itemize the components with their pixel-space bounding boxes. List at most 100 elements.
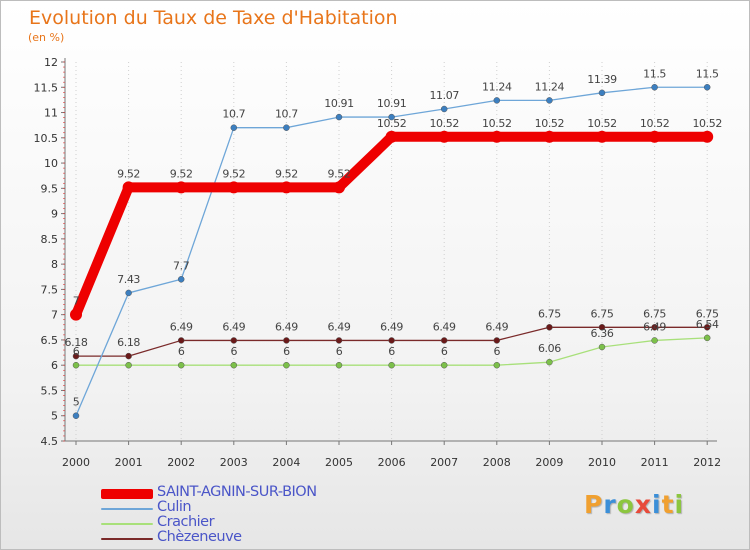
y-tick-label: 12 bbox=[44, 56, 58, 69]
data-point-chezeneuve bbox=[546, 324, 553, 331]
y-tick-label: 6 bbox=[51, 359, 58, 372]
legend-item-crachier: Crachier bbox=[101, 514, 401, 531]
data-point-culin bbox=[230, 124, 238, 131]
data-label-crachier: 6.49 bbox=[643, 320, 666, 333]
data-label-chezeneuve: 6.49 bbox=[222, 320, 245, 333]
data-point-chezeneuve bbox=[72, 352, 80, 360]
data-point-culin bbox=[651, 84, 658, 91]
data-label-chezeneuve: 6.75 bbox=[643, 307, 666, 320]
y-tick-label: 7.5 bbox=[41, 283, 59, 296]
legend-swatch bbox=[101, 507, 153, 510]
data-label-culin: 11.07 bbox=[429, 89, 459, 102]
data-point-culin bbox=[283, 124, 290, 131]
data-label-culin: 11.39 bbox=[587, 73, 617, 86]
data-point-crachier bbox=[493, 361, 501, 369]
data-label-saint-agnin-sur-bion: 9.52 bbox=[328, 167, 351, 180]
data-point-chezeneuve bbox=[440, 337, 448, 344]
data-label-saint-agnin-sur-bion: 7 bbox=[73, 295, 80, 308]
y-tick-label: 7 bbox=[51, 309, 58, 322]
y-tick-label: 11.5 bbox=[34, 81, 59, 94]
data-point-culin bbox=[598, 89, 606, 97]
data-point-culin bbox=[493, 97, 501, 104]
data-point-chezeneuve bbox=[125, 352, 132, 360]
y-tick-label: 9.5 bbox=[41, 182, 59, 195]
data-point-saint-agnin-sur-bion bbox=[175, 181, 188, 194]
data-label-chezeneuve: 6.18 bbox=[65, 336, 88, 349]
data-label-saint-agnin-sur-bion: 10.52 bbox=[692, 117, 722, 130]
data-point-chezeneuve bbox=[177, 337, 185, 344]
logo-letter: r bbox=[603, 490, 617, 519]
data-point-crachier bbox=[72, 361, 80, 369]
data-label-crachier: 6 bbox=[73, 345, 80, 358]
data-label-saint-agnin-sur-bion: 10.52 bbox=[535, 117, 565, 130]
data-label-chezeneuve: 6.49 bbox=[380, 320, 403, 333]
data-label-chezeneuve: 6.75 bbox=[696, 307, 719, 320]
series-line-saint-agnin-sur-bion bbox=[71, 131, 713, 320]
data-label-crachier: 6 bbox=[283, 345, 290, 358]
data-label-chezeneuve: 6.49 bbox=[170, 320, 193, 333]
data-point-crachier bbox=[177, 361, 185, 369]
data-label-chezeneuve: 6.75 bbox=[591, 307, 614, 320]
y-tick-label: 11 bbox=[44, 107, 58, 120]
data-point-chezeneuve bbox=[703, 324, 711, 331]
data-label-culin: 5 bbox=[73, 396, 80, 409]
data-point-crachier bbox=[440, 361, 448, 369]
legend-item-chezeneuve: Chèzeneuve bbox=[101, 529, 401, 546]
data-label-chezeneuve: 6.49 bbox=[485, 320, 508, 333]
legend-label: Culin bbox=[157, 499, 192, 515]
legend-item-saint-agnin-sur-bion: SAINT-AGNIN-SUR-BION bbox=[101, 484, 401, 501]
data-point-chezeneuve bbox=[493, 337, 501, 344]
y-tick-label: 8 bbox=[51, 258, 58, 271]
logo-letter: t bbox=[661, 490, 675, 519]
x-tick-label: 2012 bbox=[693, 456, 721, 469]
logo-letter: i bbox=[652, 490, 662, 519]
data-point-saint-agnin-sur-bion bbox=[333, 181, 345, 194]
data-point-chezeneuve bbox=[651, 324, 658, 331]
data-point-culin bbox=[440, 105, 448, 113]
data-point-crachier bbox=[230, 361, 238, 369]
y-tick-label: 10.5 bbox=[34, 132, 59, 145]
data-label-culin: 7.7 bbox=[173, 259, 190, 272]
data-point-crachier bbox=[335, 361, 343, 369]
chart-subtitle: (en %) bbox=[28, 31, 65, 44]
data-label-saint-agnin-sur-bion: 9.52 bbox=[275, 167, 298, 180]
x-tick-label: 2001 bbox=[115, 456, 143, 469]
data-point-crachier bbox=[546, 358, 553, 366]
data-point-crachier bbox=[388, 361, 395, 369]
logo-letter: i bbox=[674, 490, 685, 519]
data-label-culin: 10.91 bbox=[377, 97, 407, 110]
y-tick-label: 8.5 bbox=[41, 233, 59, 246]
data-label-chezeneuve: 6.49 bbox=[433, 320, 456, 333]
data-label-culin: 11.24 bbox=[535, 80, 565, 93]
data-point-saint-agnin-sur-bion bbox=[122, 181, 135, 194]
x-tick-label: 2009 bbox=[535, 456, 563, 469]
data-point-culin bbox=[177, 276, 185, 283]
data-label-crachier: 6 bbox=[388, 345, 395, 358]
legend-label: Crachier bbox=[157, 514, 215, 530]
x-tick-label: 2003 bbox=[220, 456, 248, 469]
data-point-saint-agnin-sur-bion bbox=[596, 130, 608, 143]
data-label-crachier: 6.06 bbox=[538, 342, 561, 355]
chart-legend: SAINT-AGNIN-SUR-BION Culin Crachier Chèzene… bbox=[101, 484, 401, 546]
x-tick-label: 2005 bbox=[325, 456, 353, 469]
data-label-crachier: 6 bbox=[336, 345, 343, 358]
x-tick-label: 2008 bbox=[483, 456, 511, 469]
x-tick-label: 2000 bbox=[62, 456, 90, 469]
data-point-chezeneuve bbox=[598, 324, 606, 331]
data-point-crachier bbox=[125, 361, 132, 369]
proxiti-logo: Proxiti bbox=[584, 490, 684, 519]
chart-title: Evolution du Taux de Taxe d'Habitation bbox=[29, 7, 398, 29]
data-label-saint-agnin-sur-bion: 9.52 bbox=[117, 167, 140, 180]
data-label-saint-agnin-sur-bion: 9.52 bbox=[222, 167, 245, 180]
data-point-saint-agnin-sur-bion bbox=[490, 130, 503, 143]
x-tick-label: 2007 bbox=[430, 456, 458, 469]
data-label-saint-agnin-sur-bion: 9.52 bbox=[170, 167, 193, 180]
y-tick-label: 5.5 bbox=[41, 384, 59, 397]
data-label-crachier: 6 bbox=[230, 345, 237, 358]
data-label-culin: 11.24 bbox=[482, 80, 512, 93]
data-point-saint-agnin-sur-bion bbox=[543, 130, 556, 143]
data-label-saint-agnin-sur-bion: 10.52 bbox=[587, 117, 617, 130]
x-tick-label: 2006 bbox=[378, 456, 406, 469]
data-label-chezeneuve: 6.18 bbox=[117, 336, 140, 349]
